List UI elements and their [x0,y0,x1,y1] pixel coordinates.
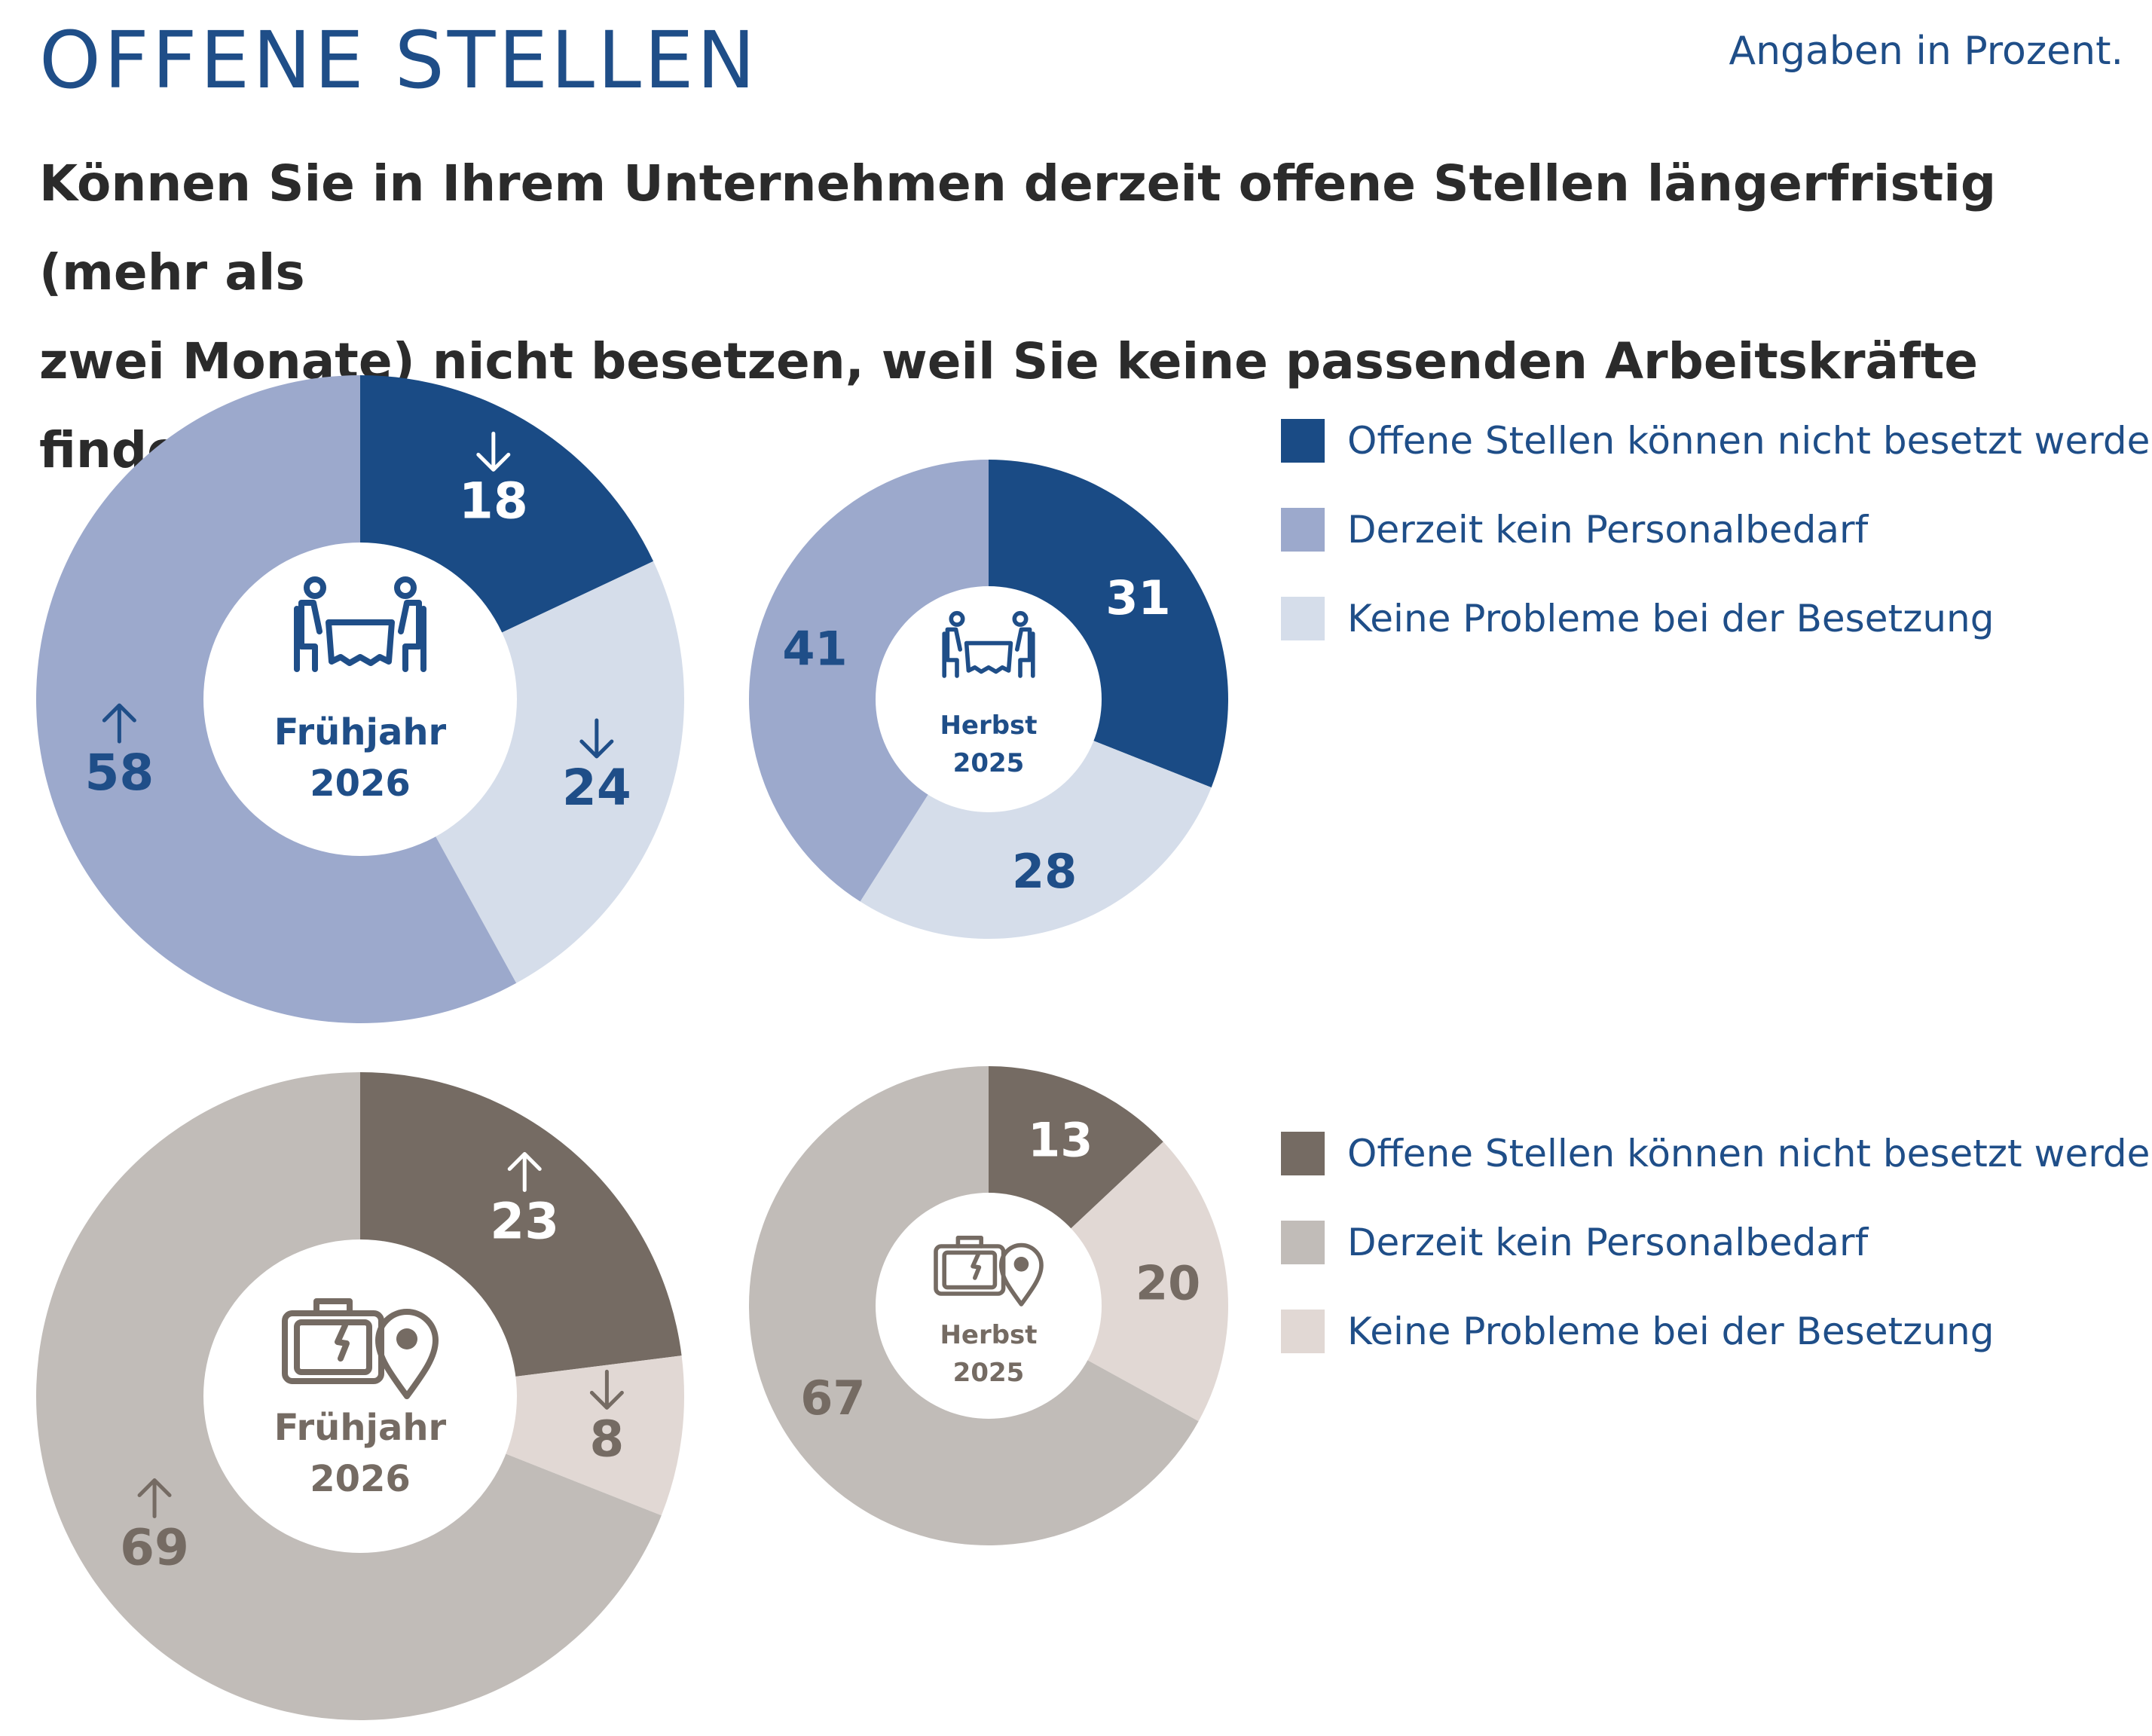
slice-value-label: 41 [782,622,847,677]
unit-note: Angaben in Prozent. [1729,29,2123,74]
donut-chart-3: 23 8 69 Frühjahr 2026 [36,1072,685,1720]
legend-swatch [1281,1310,1325,1353]
donut-center-year: 2025 [953,748,1025,778]
donut-center-season: Frühjahr [274,711,447,753]
slice-value-label: 28 [1012,844,1077,899]
legend-item-no-demand: Derzeit kein Personalbedarf [1281,1221,2140,1310]
legend-swatch [1281,1221,1325,1264]
legend-label: Keine Probleme bei der Besetzung [1347,597,1995,640]
slice-value-label: 20 [1136,1256,1200,1311]
donut-center-year: 2025 [953,1358,1025,1388]
donut-chart-2: 31 28 41 Herbst 2025 [748,460,1229,939]
trend-down-icon [579,718,614,759]
legend-swatch [1281,419,1325,463]
donut-hole [203,1239,517,1553]
donut-center-season: Herbst [940,1320,1037,1350]
legend-item-no-problems: Keine Probleme bei der Besetzung [1281,1310,2140,1398]
trend-down-icon [476,431,511,472]
donut-hole [203,542,517,856]
legend-swatch [1281,508,1325,552]
slice-value-label: 23 [490,1192,559,1250]
slice-value-label: 18 [459,472,528,530]
suitcase-location-icon [934,1236,1044,1307]
legend-label: Derzeit kein Personalbedarf [1347,1221,1869,1264]
trend-down-icon [589,1369,624,1410]
restaurant-icon [942,610,1035,678]
legend-label: Offene Stellen können nicht besetzt werd… [1347,419,2152,463]
legend-swatch [1281,1132,1325,1175]
donut-center-season: Frühjahr [274,1407,447,1449]
question-line-1: Können Sie in Ihrem Unternehmen derzeit … [39,154,1997,301]
donut-center-year: 2026 [310,763,411,805]
legend-item-unfilled: Offene Stellen können nicht besetzt werd… [1281,419,2152,508]
legend-label: Derzeit kein Personalbedarf [1347,508,1869,552]
trend-up-icon [137,1478,172,1518]
donut-chart-4: 13 20 67 Herbst 2025 [748,1066,1229,1545]
legend-label: Offene Stellen können nicht besetzt werd… [1347,1132,2152,1175]
donut-hole [876,1193,1102,1419]
slice-value-label: 13 [1028,1112,1093,1167]
slice-value-label: 31 [1105,570,1170,625]
legend-top: Offene Stellen können nicht besetzt werd… [1281,419,2152,686]
slice-value-label: 24 [562,759,631,817]
donut-chart-1: 18 24 58 Frühjahr 2026 [35,375,684,1023]
slice-value-label: 69 [120,1518,189,1576]
legend-item-no-demand: Derzeit kein Personalbedarf [1281,508,2140,597]
slice-value-label: 8 [589,1410,624,1468]
donut-slice [860,699,1212,939]
donut-center-season: Herbst [940,711,1037,741]
trend-up-icon [507,1151,542,1192]
suitcase-location-icon [282,1298,439,1399]
trend-up-icon [102,703,136,744]
donut-center-year: 2026 [310,1458,411,1500]
legend-swatch [1281,597,1325,640]
donut-hole [876,586,1102,812]
legend-item-unfilled: Offene Stellen können nicht besetzt werd… [1281,1132,2152,1221]
slice-value-label: 67 [800,1371,865,1426]
slice-value-label: 58 [84,744,154,802]
legend-bottom: Offene Stellen können nicht besetzt werd… [1281,1132,2152,1398]
restaurant-icon [294,576,426,672]
legend-item-no-problems: Keine Probleme bei der Besetzung [1281,597,2140,686]
chart-title: OFFENE STELLEN [39,14,759,106]
legend-label: Keine Probleme bei der Besetzung [1347,1310,1995,1353]
donut-slice [989,1142,1229,1422]
